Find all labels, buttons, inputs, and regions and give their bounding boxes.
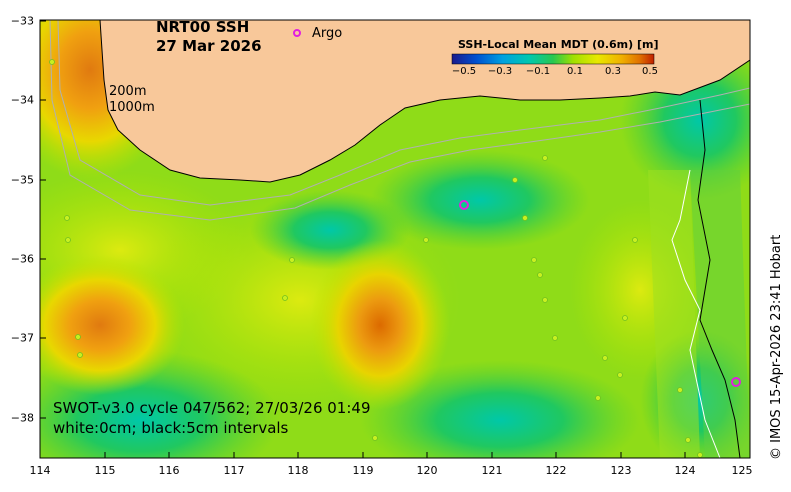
argo-legend-label: Argo (312, 26, 343, 41)
colorbar-title: SSH-Local Mean MDT (0.6m) [m] (458, 38, 659, 51)
lon-label: 117 (223, 464, 245, 477)
lon-label: 121 (481, 464, 503, 477)
colorbar-tick: 0.1 (567, 66, 583, 77)
lon-label: 114 (29, 464, 51, 477)
lon-label: 118 (287, 464, 309, 477)
colorbar-tick: −0.3 (487, 66, 513, 77)
axis-ticks (39, 20, 751, 458)
lat-label: −36 (10, 252, 34, 266)
lat-label: −34 (10, 93, 34, 107)
lon-label: 122 (545, 464, 567, 477)
lat-label: −37 (10, 331, 34, 345)
map-frame (39, 19, 751, 459)
lat-label: −33 (10, 14, 34, 28)
contour-white (671, 169, 721, 458)
colorbar-tick: 0.5 (642, 66, 658, 77)
argo-float-marker (459, 200, 469, 210)
colorbar-tick: 0.3 (605, 66, 621, 77)
lon-label: 116 (158, 464, 180, 477)
lon-label: 120 (416, 464, 438, 477)
colorbar (451, 53, 655, 65)
isobath-200m (57, 20, 750, 206)
lat-label: −35 (10, 173, 34, 187)
isobath-label-1000: 1000m (109, 100, 155, 115)
swot-info: SWOT-v3.0 cycle 047/562; 27/03/26 01:49 (53, 399, 371, 417)
lat-label: −38 (10, 411, 34, 425)
colorbar-tick: −0.5 (451, 66, 477, 77)
credit-text: © IMOS 15-Apr-2026 23:41 Hobart (769, 234, 784, 460)
observation-dots (49, 59, 703, 458)
argo-legend-icon (293, 29, 301, 37)
isobath-1000m (49, 20, 750, 221)
swot-contour-info: white:0cm; black:5cm intervals (53, 419, 289, 437)
map-date: 27 Mar 2026 (156, 37, 262, 55)
isobath-label-200: 200m (109, 84, 147, 99)
lon-label: 115 (94, 464, 116, 477)
colorbar-tick: −0.1 (525, 66, 551, 77)
contour-black (697, 99, 741, 458)
lon-label: 119 (352, 464, 374, 477)
map-title: NRT00 SSH (156, 18, 250, 36)
lon-label: 125 (731, 464, 753, 477)
argo-float-marker (731, 377, 741, 387)
lon-label: 124 (674, 464, 696, 477)
lon-label: 123 (610, 464, 632, 477)
